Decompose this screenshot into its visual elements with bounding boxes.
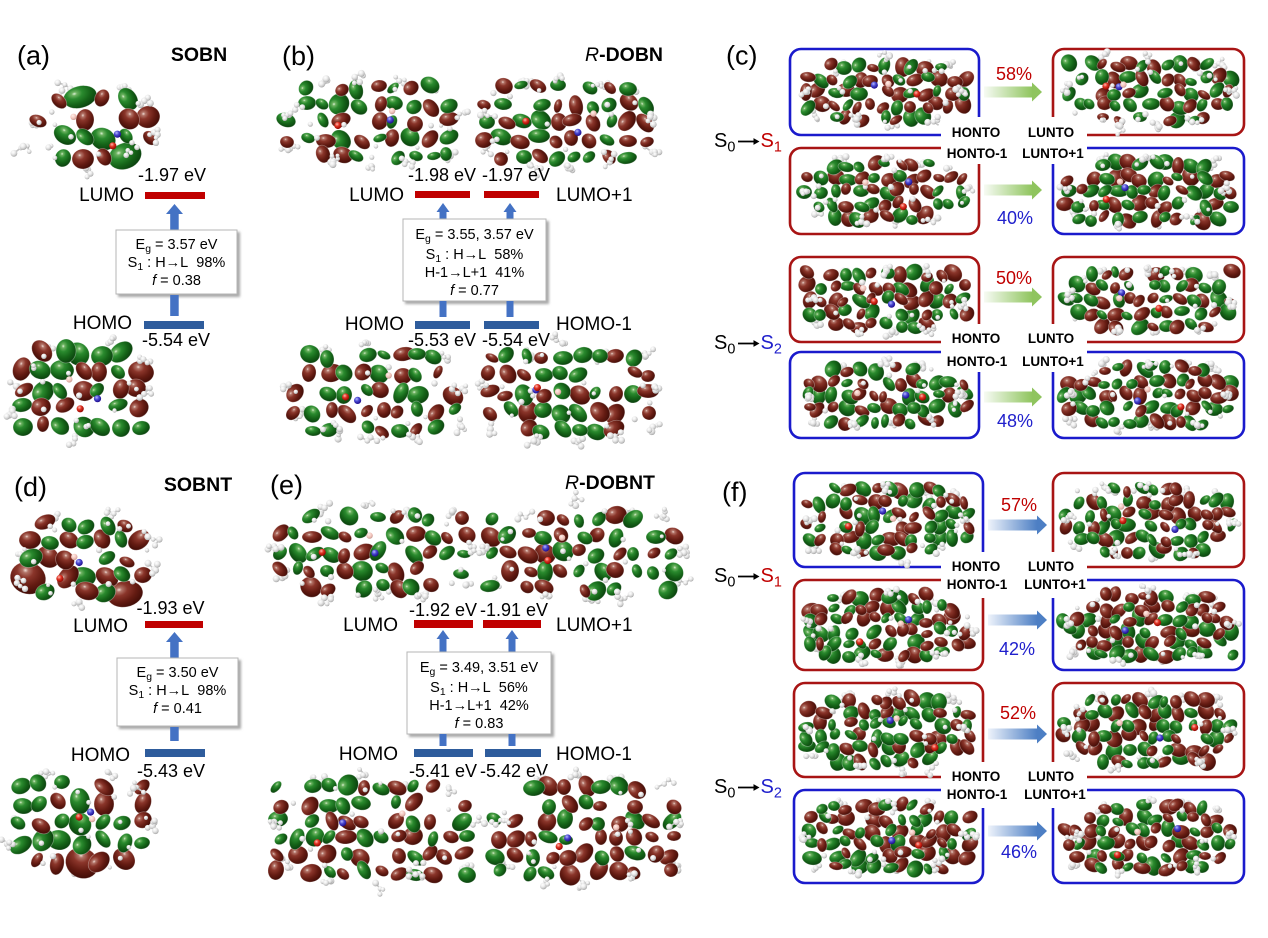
svg-text:HOMO: HOMO [339, 744, 398, 765]
svg-text:LUMO+1: LUMO+1 [556, 615, 633, 636]
svg-text:LUNTO: LUNTO [1028, 559, 1074, 574]
svg-text:HONTO: HONTO [952, 331, 1001, 346]
svg-text:HOMO-1: HOMO-1 [556, 744, 632, 765]
svg-text:42%: 42% [999, 639, 1035, 659]
svg-text:LUMO: LUMO [79, 185, 134, 206]
svg-text:S1 : H→L 98%: S1 : H→L 98% [129, 683, 227, 701]
svg-text:LUNTO+1: LUNTO+1 [1022, 354, 1084, 369]
svg-text:-5.54 eV: -5.54 eV [482, 330, 550, 350]
svg-text:S1 : H→L 98%: S1 : H→L 98% [128, 255, 226, 273]
svg-text:Eg = 3.49, 3.51 eV: Eg = 3.49, 3.51 eV [420, 660, 539, 678]
svg-text:-1.97 eV: -1.97 eV [482, 165, 550, 185]
svg-text:f = 0.83: f = 0.83 [455, 716, 504, 732]
svg-text:HOMO: HOMO [73, 313, 132, 334]
svg-text:-1.93 eV: -1.93 eV [136, 598, 204, 618]
svg-text:(e): (e) [270, 470, 303, 500]
svg-text:52%: 52% [1000, 703, 1036, 723]
svg-text:f = 0.41: f = 0.41 [153, 701, 202, 717]
svg-text:-1.97 eV: -1.97 eV [138, 165, 206, 185]
svg-text:(f): (f) [722, 477, 747, 507]
svg-text:(d): (d) [14, 472, 47, 502]
svg-text:SOBN: SOBN [171, 44, 227, 66]
svg-text:58%: 58% [996, 64, 1032, 84]
svg-text:HONTO-1: HONTO-1 [947, 354, 1008, 369]
svg-text:(a): (a) [17, 41, 50, 71]
svg-text:LUNTO: LUNTO [1028, 331, 1074, 346]
svg-text:(c): (c) [726, 41, 757, 71]
svg-text:HONTO: HONTO [952, 769, 1001, 784]
svg-text:LUNTO: LUNTO [1028, 769, 1074, 784]
svg-text:(b): (b) [282, 41, 315, 71]
svg-text:HONTO-1: HONTO-1 [947, 577, 1008, 592]
svg-text:HONTO: HONTO [952, 125, 1001, 140]
svg-text:SOBNT: SOBNT [164, 474, 232, 496]
svg-text:-5.53 eV: -5.53 eV [408, 330, 476, 350]
svg-text:-1.92 eV: -1.92 eV [409, 600, 477, 620]
svg-text:-5.54 eV: -5.54 eV [142, 330, 210, 350]
svg-text:40%: 40% [997, 208, 1033, 228]
svg-text:46%: 46% [1001, 842, 1037, 862]
svg-text:f = 0.38: f = 0.38 [152, 273, 201, 289]
svg-text:R-DOBNT: R-DOBNT [565, 472, 655, 494]
svg-text:HOMO: HOMO [345, 314, 404, 335]
svg-text:LUMO+1: LUMO+1 [556, 185, 633, 206]
svg-text:HONTO-1: HONTO-1 [947, 146, 1008, 161]
svg-text:LUMO: LUMO [343, 615, 398, 636]
svg-text:f = 0.77: f = 0.77 [450, 283, 499, 299]
svg-text:S1 : H→L 58%: S1 : H→L 58% [426, 247, 524, 265]
svg-text:LUNTO+1: LUNTO+1 [1022, 146, 1084, 161]
svg-text:57%: 57% [1001, 495, 1037, 515]
svg-text:-5.43 eV: -5.43 eV [137, 761, 205, 781]
svg-text:H-1→L+1 42%: H-1→L+1 42% [429, 698, 529, 714]
svg-text:-5.41 eV: -5.41 eV [409, 761, 477, 781]
svg-text:LUNTO+1: LUNTO+1 [1024, 787, 1086, 802]
svg-text:R-DOBN: R-DOBN [585, 44, 663, 66]
svg-text:H-1→L+1 41%: H-1→L+1 41% [425, 265, 525, 281]
svg-text:48%: 48% [997, 411, 1033, 431]
svg-text:LUMO: LUMO [349, 185, 404, 206]
svg-text:S1 : H→L 56%: S1 : H→L 56% [430, 680, 528, 698]
svg-text:HOMO-1: HOMO-1 [556, 314, 632, 335]
svg-text:LUNTO: LUNTO [1028, 125, 1074, 140]
svg-text:-1.98 eV: -1.98 eV [408, 165, 476, 185]
svg-text:HONTO-1: HONTO-1 [947, 787, 1008, 802]
svg-text:HOMO: HOMO [71, 745, 130, 766]
svg-text:LUNTO+1: LUNTO+1 [1024, 577, 1086, 592]
svg-text:50%: 50% [996, 268, 1032, 288]
svg-text:HONTO: HONTO [952, 559, 1001, 574]
svg-text:Eg = 3.55, 3.57 eV: Eg = 3.55, 3.57 eV [415, 227, 534, 245]
svg-text:-1.91 eV: -1.91 eV [480, 600, 548, 620]
svg-text:LUMO: LUMO [73, 616, 128, 637]
